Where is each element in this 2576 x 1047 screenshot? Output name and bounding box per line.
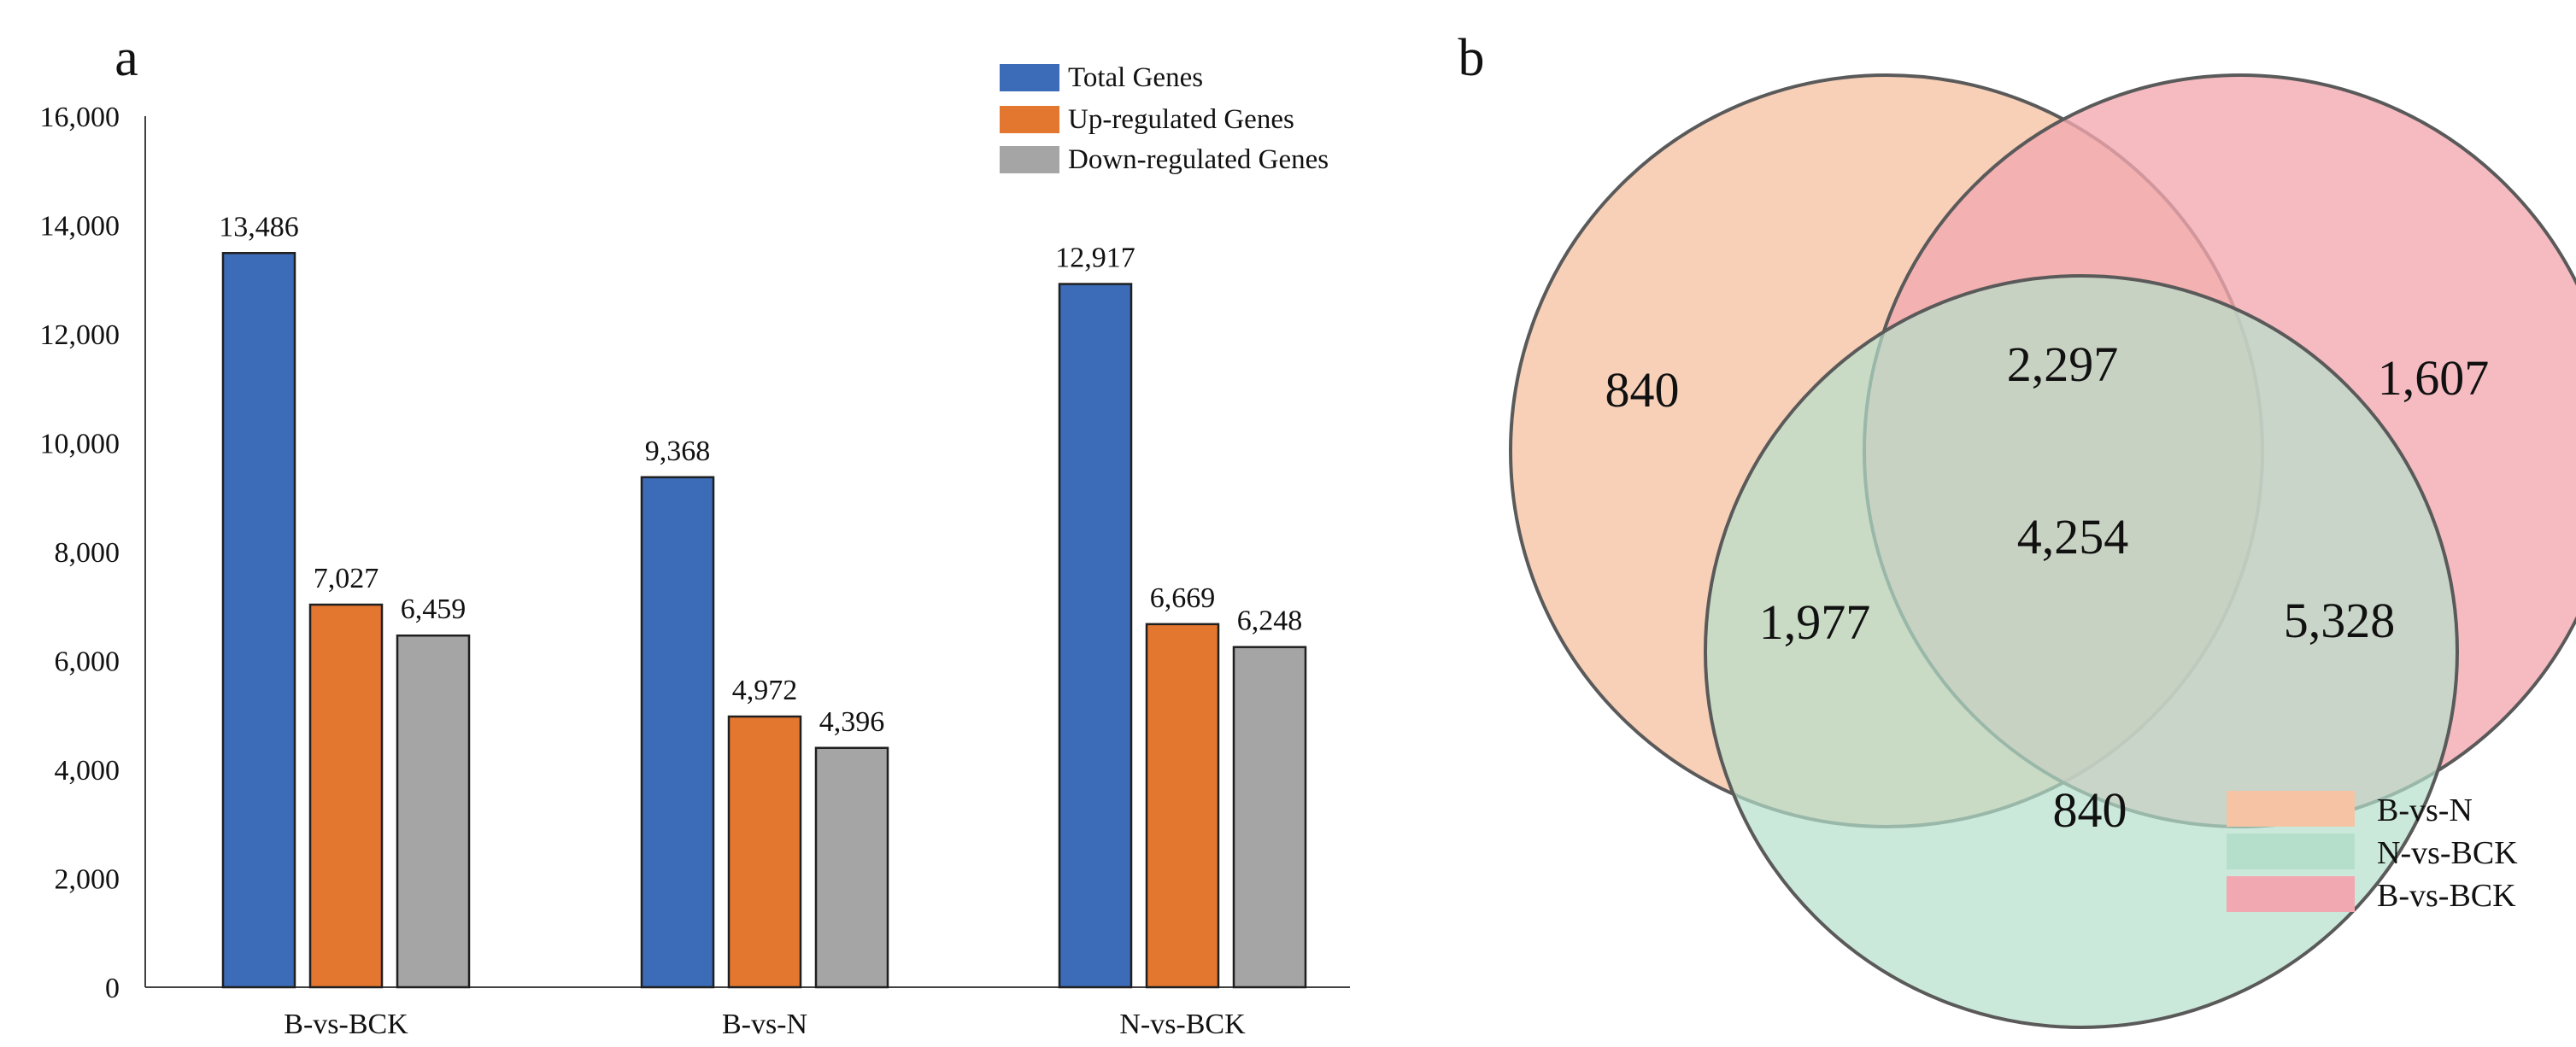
y-axis: 0 2,000 4,000 6,000 8,000 10,000 12,000 14,000 1…	[40, 102, 146, 1004]
venn-legend-label-b-vs-n: B-vs-N	[2377, 793, 2473, 828]
bar-value-label: 6,459	[401, 594, 466, 625]
legend-swatch-up-regulated	[1000, 106, 1059, 133]
y-tick-label: 14,000	[40, 211, 120, 243]
bars	[221, 252, 1307, 989]
venn-panel: b 840 1,607 840 2,297 1,977 5,328 4,254 …	[1458, 29, 2576, 1029]
bar-value-label: 7,027	[314, 563, 379, 594]
venn-legend-item-b-vs-bck: B-vs-BCK	[2227, 876, 2516, 914]
legend-label-down-regulated: Down-regulated Genes	[1068, 144, 1329, 175]
legend-swatch-down-regulated	[1000, 146, 1059, 173]
venn-region-labels: 840 1,607 840 2,297 1,977 5,328 4,254	[1605, 336, 2490, 838]
bar-up-regulated	[308, 603, 384, 989]
bar-value-label: 13,486	[219, 211, 299, 243]
bar-total-genes	[1058, 283, 1133, 989]
bar-total-genes	[221, 252, 296, 989]
panel-a-label: a	[114, 29, 138, 87]
bar-value-label: 9,368	[645, 436, 711, 467]
venn-region-b-vs-n-and-n-vs-bck: 1,977	[1759, 594, 1871, 650]
venn-region-b-vs-bck-only: 1,607	[2378, 350, 2490, 406]
venn-legend-label-n-vs-bck: N-vs-BCK	[2377, 835, 2518, 871]
bar-down-regulated	[1232, 646, 1307, 989]
legend-item-down-regulated: Down-regulated Genes	[1000, 144, 1329, 175]
venn-circles	[1509, 73, 2576, 1029]
bar-up-regulated	[727, 715, 802, 989]
venn-legend-item-n-vs-bck: N-vs-BCK	[2227, 834, 2518, 871]
venn-legend-swatch-b-vs-n	[2227, 791, 2355, 827]
venn-region-all-three: 4,254	[2017, 509, 2129, 564]
venn-legend-label-b-vs-bck: B-vs-BCK	[2377, 878, 2516, 914]
x-tick-labels: B-vs-BCK B-vs-N N-vs-BCK	[284, 1009, 1246, 1040]
venn-legend-swatch-n-vs-bck	[2227, 834, 2355, 869]
bar-value-label: 12,917	[1055, 243, 1135, 274]
bar-value-label: 6,248	[1237, 605, 1303, 637]
y-tick-label: 2,000	[55, 864, 120, 896]
legend-item-total-genes: Total Genes	[1000, 62, 1203, 93]
venn-region-b-vs-n-and-b-vs-bck: 2,297	[2007, 336, 2119, 392]
bar-up-regulated	[1145, 623, 1220, 989]
y-tick-label: 0	[105, 973, 120, 1004]
venn-legend: B-vs-N N-vs-BCK B-vs-BCK	[2227, 791, 2518, 914]
bar-down-regulated	[396, 634, 471, 989]
bar-total-genes	[640, 476, 715, 989]
panel-b-label: b	[1458, 29, 1485, 87]
venn-region-n-vs-bck-and-b-vs-bck: 5,328	[2284, 593, 2396, 648]
legend-label-total-genes: Total Genes	[1068, 62, 1203, 93]
bar-down-regulated	[814, 746, 889, 989]
legend-item-up-regulated: Up-regulated Genes	[1000, 104, 1294, 135]
bar-value-label: 4,972	[732, 675, 798, 706]
bar-legend: Total Genes Up-regulated Genes Down-regu…	[1000, 62, 1329, 175]
y-tick-label: 12,000	[40, 319, 120, 351]
y-tick-label: 8,000	[55, 537, 120, 569]
venn-region-b-vs-n-only: 840	[1605, 362, 1680, 418]
x-tick-label: B-vs-BCK	[284, 1009, 408, 1040]
y-tick-label: 10,000	[40, 429, 120, 460]
venn-legend-swatch-b-vs-bck	[2227, 876, 2355, 912]
legend-label-up-regulated: Up-regulated Genes	[1068, 104, 1294, 135]
legend-swatch-total-genes	[1000, 64, 1059, 91]
y-tick-label: 4,000	[55, 755, 120, 787]
bar-data-labels: 13,486 7,027 6,459 9,368 4,972 4,396 12,917 6,6…	[219, 211, 1302, 737]
bar-chart-panel: a 0 2,000 4,000 6,000 8,000 10,000 12,000 14,00…	[40, 29, 1350, 1040]
x-axis: B-vs-BCK B-vs-N N-vs-BCK	[145, 986, 1350, 1040]
y-tick-labels: 0 2,000 4,000 6,000 8,000 10,000 12,000 14,000 1…	[40, 102, 120, 1004]
y-tick-label: 6,000	[55, 646, 120, 678]
x-tick-label: B-vs-N	[722, 1009, 807, 1040]
bar-value-label: 6,669	[1150, 582, 1216, 614]
venn-legend-item-b-vs-n: B-vs-N	[2227, 791, 2473, 828]
y-tick-label: 16,000	[40, 102, 120, 133]
venn-region-n-vs-bck-only: 840	[2053, 782, 2127, 838]
bar-value-label: 4,396	[819, 706, 885, 738]
x-tick-label: N-vs-BCK	[1119, 1009, 1246, 1040]
